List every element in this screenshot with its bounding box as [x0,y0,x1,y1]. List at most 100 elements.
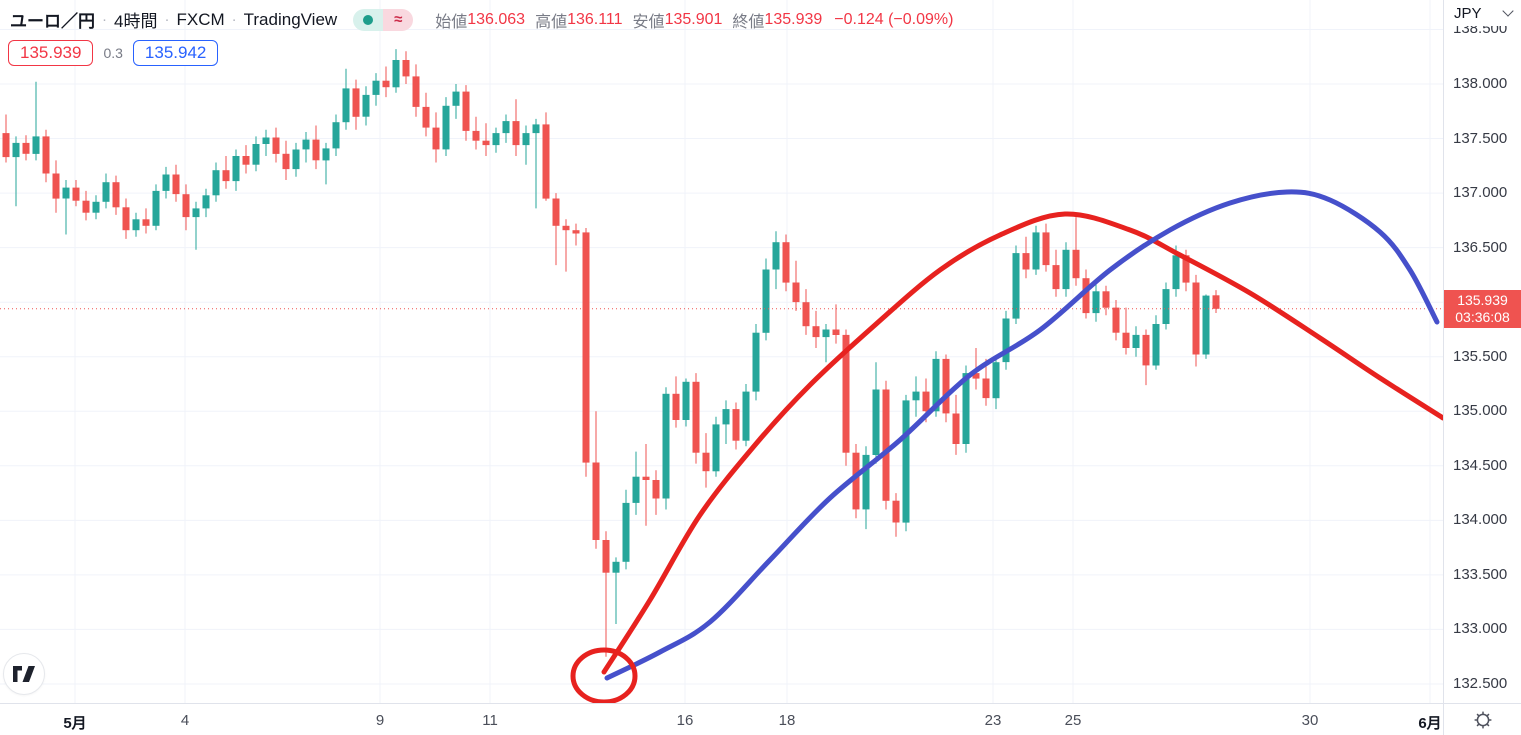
candle-up [872,389,880,455]
candle-up [132,219,140,231]
candle-down [1102,291,1110,308]
candle-up [1132,334,1140,348]
candle-up [822,329,830,338]
current-price-value: 135.939 [1457,291,1508,308]
market-status-pill[interactable]: ≈ [353,8,414,31]
candle-up [1032,232,1040,270]
price-axis-label: 132.500 [1453,674,1508,692]
candle-up [502,121,510,134]
drawn-blue-parabola[interactable] [604,189,1440,681]
candle-down [72,187,80,201]
candle-down [282,153,290,170]
candle-down [42,136,50,174]
candle-down [952,413,960,444]
candle-up [302,139,310,150]
candle-down [732,409,740,441]
interval-label[interactable]: 4時間 [114,12,158,31]
time-axis-label: 18 [778,712,796,729]
time-axis-label: 5月 [63,715,87,732]
symbol-title[interactable]: ユーロ／円 [10,12,95,31]
separator-dot: · [231,11,237,28]
bid-price-button[interactable]: 135.939 [8,40,94,66]
time-axis-label: 16 [676,712,694,729]
candle-up [342,88,350,123]
high-label: 高値 [535,13,568,31]
candle-up [232,156,240,182]
currency-unit-selector[interactable]: JPY [1444,0,1521,26]
low-value: 135.901 [664,10,723,28]
time-axis[interactable]: 5月 4 9 11 16 18 23 25 30 6月 [0,703,1521,735]
close-label: 終値 [732,13,765,31]
candle-down [412,76,420,107]
ohlc-readout: 始値 136.063 高値 136.111 安値 135.901 終値 135.… [435,8,953,32]
candle-up [162,174,170,191]
candle-down [182,194,190,218]
candle-up [252,144,260,165]
price-axis[interactable]: 138.500138.000137.500137.000136.500136.0… [1443,0,1521,703]
drawn-red-parabola[interactable] [601,211,1443,675]
candle-up [362,94,370,117]
candle-down [1042,232,1050,266]
candle-up [1162,289,1170,324]
candle-down [52,173,60,199]
candle-up [752,332,760,392]
price-axis-label: 135.500 [1453,347,1508,365]
separator-dot: · [164,11,170,28]
change-value: −0.124 (−0.09%) [834,10,954,28]
candle-down [242,156,250,165]
candle-down [882,389,890,501]
candlestick-chart[interactable] [0,0,1443,703]
time-axis-label: 11 [482,712,498,729]
price-axis-label: 138.000 [1453,74,1508,92]
tradingview-logo[interactable] [3,653,45,695]
candle-up [292,149,300,170]
platform-label[interactable]: TradingView [243,9,338,29]
candle-down [432,127,440,150]
candle-down [422,106,430,128]
candle-down [702,452,710,472]
open-label: 始値 [435,13,468,31]
candle-up [862,454,870,510]
candle-up [1202,295,1210,355]
candle-down [642,476,650,480]
candle-down [272,137,280,154]
close-value: 135.939 [764,10,823,28]
spread-value: 0.3 [103,45,123,61]
candle-up [212,170,220,196]
candle-down [172,174,180,195]
candle-down [1182,255,1190,283]
candle-down [1122,332,1130,348]
candle-up [12,142,20,158]
candle-down [222,170,230,182]
candle-up [1012,253,1020,319]
candle-up [622,502,630,562]
candle-down [1192,282,1200,355]
market-open-dot-icon [363,14,374,25]
settings-gear-icon[interactable] [1472,709,1494,731]
candle-up [722,409,730,425]
candle-up [932,358,940,412]
candle-down [562,225,570,231]
candle-up [202,195,210,209]
axis-settings-corner[interactable] [1443,704,1521,735]
candle-down [672,393,680,420]
candle-down [122,207,130,231]
candle-up [532,124,540,134]
candle-down [2,133,10,158]
exchange-label[interactable]: FXCM [176,9,225,29]
candle-up [152,190,160,226]
chart-header: ユーロ／円 · 4時間 · FXCM · TradingView ≈ 始値 13… [10,7,953,32]
price-axis-label: 133.000 [1453,620,1508,638]
time-axis-label: 23 [984,712,1002,729]
candle-up [1002,318,1010,363]
candle-down [592,462,600,540]
candle-up [712,424,720,472]
delayed-data-icon: ≈ [383,8,414,31]
candle-up [1152,324,1160,366]
candle-up [32,136,40,154]
chevron-down-icon [1501,5,1514,17]
time-axis-label: 4 [180,712,190,729]
candle-up [1062,249,1070,290]
ask-price-button[interactable]: 135.942 [132,40,219,66]
drawn-ellipse-annotation[interactable] [570,647,638,703]
